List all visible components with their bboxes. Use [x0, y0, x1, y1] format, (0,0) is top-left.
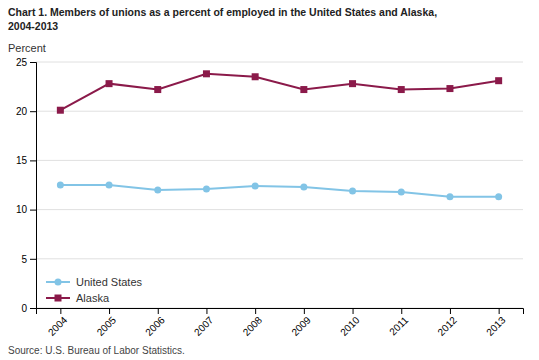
point — [446, 193, 453, 200]
x-tick-label: 2010 — [338, 314, 362, 338]
x-tick-label: 2008 — [241, 314, 265, 338]
title: Chart 1. Members of unions as a percent … — [8, 6, 437, 18]
y-tick-label: 20 — [16, 106, 28, 117]
y-tick-label: 15 — [16, 155, 28, 166]
y-tick-mark — [30, 111, 36, 112]
x-tick: 2005 — [95, 308, 119, 338]
point — [57, 182, 64, 189]
y-tick: 25 — [16, 57, 36, 68]
x-tick: 2012 — [435, 308, 459, 338]
legend-label: United States — [76, 276, 143, 288]
legend-label: Alaska — [76, 292, 110, 304]
x-tick-mark — [450, 308, 451, 314]
point — [106, 80, 113, 87]
y-tick: 20 — [16, 106, 36, 117]
point — [300, 183, 307, 190]
y-tick-mark — [30, 160, 36, 161]
y-tick-label: 25 — [16, 57, 28, 68]
x-axis: 2004 2005 2006 2007 2008 2009 2010 2011 2012 2013 — [37, 308, 524, 338]
x-tick-label: 2006 — [143, 314, 167, 338]
y-tick: 15 — [16, 155, 36, 166]
x-tick-mark — [401, 308, 402, 314]
grid-line — [36, 160, 523, 161]
point — [154, 186, 161, 193]
point — [203, 185, 210, 192]
x-tick-mark — [499, 308, 500, 314]
point — [398, 86, 405, 93]
x-tick: 2004 — [46, 308, 70, 338]
x-tick-mark — [255, 308, 256, 314]
chart: Chart 1. Members of unions as a percent … — [0, 0, 539, 360]
x-tick: 2010 — [338, 308, 362, 338]
point — [495, 77, 502, 84]
x-tick-label: 2007 — [192, 314, 216, 338]
y-tick: 5 — [21, 254, 36, 265]
subtitle: 2004-2013 — [8, 20, 58, 32]
y-tick-label: 0 — [21, 303, 27, 314]
x-tick-mark — [353, 308, 354, 314]
y-tick-label: 10 — [16, 204, 28, 215]
legend-marker — [55, 295, 62, 302]
x-tick: 2008 — [241, 308, 265, 338]
legend-item: Alaska — [46, 292, 110, 304]
series-line — [60, 74, 498, 110]
point — [446, 85, 453, 92]
x-tick-label: 2013 — [484, 314, 508, 338]
y-tick-mark — [30, 308, 36, 309]
x-tick-label: 2011 — [387, 314, 410, 337]
x-tick-mark — [109, 308, 110, 314]
y-tick-label: 5 — [21, 254, 27, 265]
x-tick-label: 2009 — [289, 314, 313, 338]
series-line — [60, 185, 498, 197]
x-tick: 2009 — [289, 308, 313, 338]
point — [398, 188, 405, 195]
grid-line — [36, 258, 523, 259]
y-tick-mark — [30, 210, 36, 211]
legend-item: United States — [46, 276, 143, 288]
x-axis-line — [37, 309, 524, 315]
point — [252, 182, 259, 189]
point — [57, 107, 64, 114]
point — [349, 187, 356, 194]
point — [154, 86, 161, 93]
point — [300, 86, 307, 93]
marks — [57, 70, 502, 200]
x-tick: 2006 — [143, 308, 167, 338]
grid-line — [36, 62, 523, 63]
grid — [36, 62, 523, 308]
point — [203, 70, 210, 77]
x-tick-mark — [158, 308, 159, 314]
x-tick: 2007 — [192, 308, 216, 338]
annotation: Source: U.S. Bureau of Labor Statistics. — [8, 345, 185, 356]
x-tick-mark — [304, 308, 305, 314]
y-tick: 0 — [21, 303, 36, 314]
plot: 0510152025200420052006200720082009201020… — [16, 57, 524, 338]
grid-line — [36, 209, 523, 210]
y-axis-line — [30, 63, 37, 309]
x-tick-label: 2005 — [95, 314, 119, 338]
y-tick-mark — [30, 62, 36, 63]
point — [106, 182, 113, 189]
point — [495, 193, 502, 200]
y-tick-mark — [30, 259, 36, 260]
x-tick-mark — [206, 308, 207, 314]
x-tick: 2011 — [387, 308, 410, 337]
point — [252, 73, 259, 80]
x-tick-label: 2012 — [435, 314, 459, 338]
point — [349, 80, 356, 87]
x-tick-label: 2004 — [46, 314, 70, 338]
x-tick-mark — [60, 308, 61, 314]
legend: United States Alaska — [46, 276, 143, 304]
x-tick: 2013 — [484, 308, 508, 338]
y-axis: 0 5 10 15 20 25 — [16, 57, 37, 314]
legend-marker — [55, 279, 62, 286]
grid-line — [36, 111, 523, 112]
y-tick: 10 — [16, 204, 36, 215]
y-axis-title: Percent — [8, 42, 46, 54]
